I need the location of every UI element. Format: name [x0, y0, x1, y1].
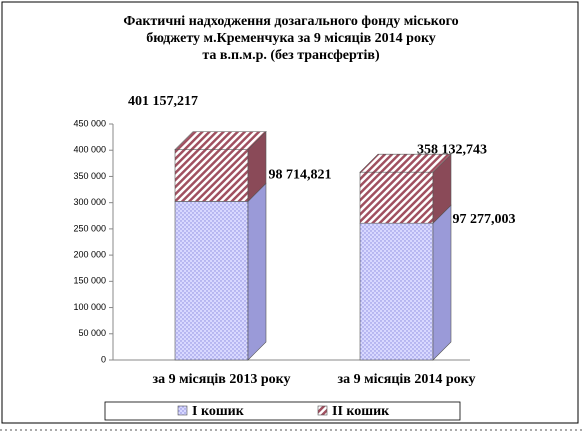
x-tick-label: за 9 місяців 2014 року — [337, 372, 476, 387]
y-tick-label: 200 000 — [73, 249, 106, 259]
y-tick-label: 450 000 — [73, 118, 106, 128]
y-tick-label: 250 000 — [73, 223, 106, 233]
y-tick-label: 50 000 — [78, 328, 106, 338]
legend-label: І кошик — [192, 404, 245, 419]
bar-side — [247, 182, 267, 361]
legend-swatch — [177, 405, 188, 416]
legend-label: ІІ кошик — [332, 404, 390, 419]
bar-segment — [359, 171, 434, 224]
y-tick-label: 400 000 — [73, 145, 106, 155]
bar-segment — [174, 201, 249, 361]
bar-segment — [359, 222, 434, 361]
legend-box — [104, 401, 461, 421]
legend-swatch — [317, 405, 328, 416]
y-tick-label: 350 000 — [73, 171, 106, 181]
y-tick-label: 100 000 — [73, 302, 106, 312]
y-tick-label: 300 000 — [73, 197, 106, 207]
bar-top — [359, 153, 452, 173]
title-line: бюджету м.Кременчука за 9 місяців 2014 р… — [146, 31, 436, 46]
value-label: 98 714,821 — [269, 168, 332, 183]
title-line: Фактичні надходження дозагального фонду … — [123, 14, 458, 29]
total-label: 358 132,743 — [417, 142, 487, 157]
value-label: 97 277,003 — [453, 212, 516, 227]
chart-border — [1, 1, 579, 424]
bar-segment — [174, 149, 249, 202]
bar-side — [432, 204, 452, 361]
total-label: 401 157,217 — [128, 94, 198, 109]
bar-top — [174, 131, 267, 150]
title-line: та в.п.м.р. (без трансфертів) — [202, 48, 380, 63]
y-tick-label: 0 — [101, 354, 106, 364]
y-tick-label: 150 000 — [73, 276, 106, 286]
x-tick-label: за 9 місяців 2013 року — [152, 372, 291, 387]
title: Фактичні надходження дозагального фонду … — [123, 14, 458, 63]
